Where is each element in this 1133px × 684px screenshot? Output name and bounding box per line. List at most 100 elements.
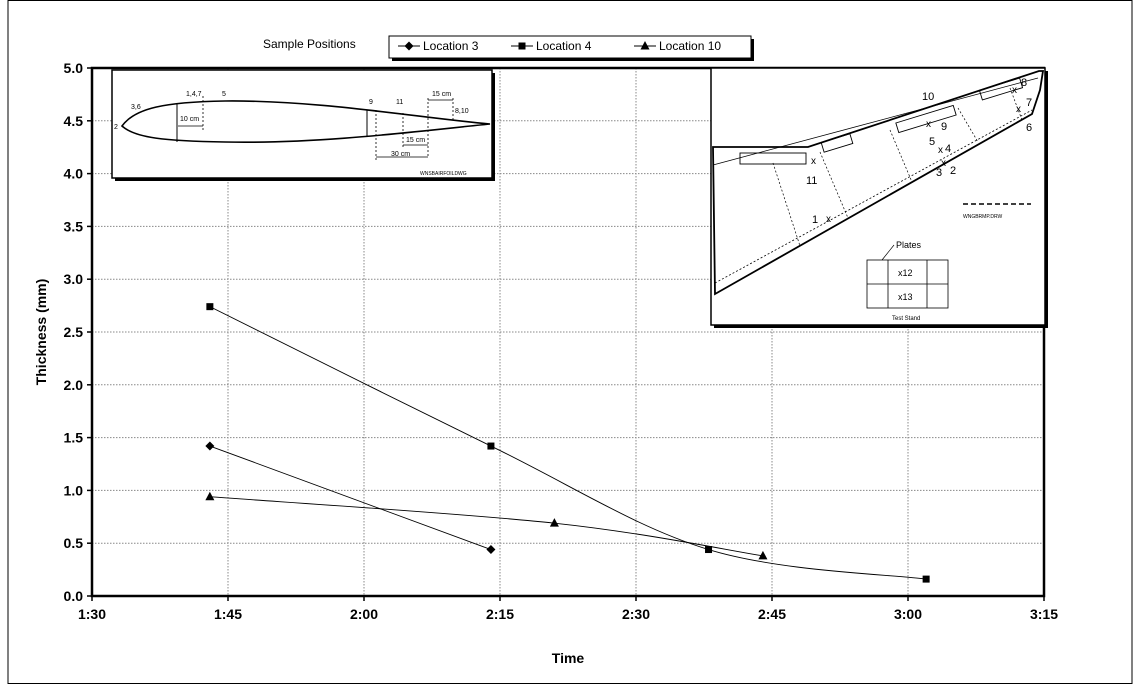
data-point-location-10 (549, 518, 559, 527)
legend-shadow (751, 39, 754, 61)
wing-outline (712, 70, 1045, 296)
legend-marker-location-3 (404, 41, 414, 51)
y-tick-label: 2.0 (64, 377, 84, 393)
wing-point-4: 4 (945, 143, 951, 155)
x-axis-title: Time (552, 650, 585, 666)
airfoil-caption: WNSBAIRFOILDWG (420, 171, 467, 177)
wing-x-9: x (926, 119, 931, 130)
wing-point-11: 11 (806, 175, 817, 187)
data-point-location-4 (487, 442, 495, 450)
legend-items: Location 3 Location 4 Location 10 (398, 39, 721, 53)
data-point-location-10 (758, 550, 768, 560)
airfoil-inset-frame (111, 69, 493, 179)
plate-point-13: x13 (898, 292, 913, 302)
wing-point-3: 3 (936, 167, 942, 179)
airfoil-label-1-4-7: 1,4,7 (186, 91, 202, 98)
wing-point-7: 7 (1026, 97, 1032, 109)
wing-inset: 10 8 7 6 9 5 4 3 2 11 1 x x x x x x x WN… (710, 67, 1048, 328)
x-tick-label: 1:45 (214, 606, 242, 622)
x-tick-label: 2:30 (622, 606, 650, 622)
test-stand-label: Test Stand (892, 316, 920, 322)
legend-marker-location-4 (518, 42, 526, 50)
data-point-location-3 (205, 441, 215, 451)
y-tick-label: 0.5 (64, 535, 84, 551)
y-tick-label: 1.0 (64, 482, 84, 498)
wing-spar-front (712, 77, 1039, 166)
wing-panel-1 (739, 152, 807, 165)
y-axis-title: Thickness (mm) (33, 279, 49, 386)
legend-label-location-3: Location 3 (423, 39, 479, 53)
wing-panel-3 (895, 104, 957, 134)
x-tick-label: 2:45 (758, 606, 786, 622)
wing-spar-rear (714, 109, 1033, 284)
data-point-location-10 (205, 491, 215, 501)
wing-scale-caption: WNGBRMP.DRW (963, 214, 1003, 220)
data-point-location-4 (206, 303, 214, 311)
wing-panel-4 (978, 77, 1024, 101)
wing-rib-4 (957, 107, 979, 143)
legend: Location 3 Location 4 Location 10 (388, 35, 754, 61)
wing-point-5: 5 (929, 136, 935, 148)
airfoil-label-8-10: 8,10 (455, 108, 469, 115)
y-tick-label: 3.0 (64, 271, 84, 287)
airfoil-label-9: 9 (369, 99, 373, 106)
wing-rib-3 (889, 129, 913, 183)
wing-rib-1 (772, 162, 801, 247)
plate-point-12: x12 (898, 268, 913, 278)
wing-x-8: x (1012, 85, 1017, 96)
legend-label-location-4: Location 4 (536, 39, 592, 53)
airfoil-label-11: 11 (396, 99, 403, 106)
series-line-location-3 (209, 445, 492, 550)
wing-x-7: x (1016, 104, 1021, 115)
wing-x-4: x (938, 145, 943, 156)
x-tick-label: 2:15 (486, 606, 514, 622)
x-tick-label: 3:15 (1030, 606, 1058, 622)
legend-marker-location-10 (640, 41, 650, 50)
wing-rib-5 (1009, 87, 1023, 121)
y-tick-label: 4.0 (64, 166, 84, 182)
wing-point-6: 6 (1026, 122, 1032, 134)
wing-point-9: 9 (941, 121, 947, 133)
airfoil-label-2: 2 (114, 124, 118, 131)
airfoil-label-3-6: 3,6 (131, 104, 141, 111)
airfoil-label-15cm-top: 15 cm (432, 91, 451, 98)
wing-x-2: x (941, 158, 946, 169)
series-line-location-10 (209, 496, 764, 557)
wing-point-8: 8 (1021, 77, 1027, 89)
wing-x-1: x (826, 214, 831, 225)
y-tick-label: 1.5 (64, 430, 84, 446)
wing-point-2: 2 (950, 165, 956, 177)
series-layer (205, 303, 930, 583)
y-tick-label: 3.5 (64, 218, 84, 234)
y-tick-label: 2.5 (64, 324, 84, 340)
wing-point-1: 1 (812, 214, 818, 226)
x-tick-label: 3:00 (894, 606, 922, 622)
tick-labels: 1:30 1:45 2:00 2:15 2:30 2:45 3:00 3:15 0.0 0.5 1.… (64, 60, 1059, 622)
series-line-location-4 (209, 306, 927, 580)
y-tick-label: 4.5 (64, 113, 84, 129)
x-tick-label: 2:00 (350, 606, 378, 622)
wing-inset-frame (710, 67, 1046, 326)
y-tick-label: 0.0 (64, 588, 84, 604)
plates-label: Plates (896, 240, 922, 250)
legend-label-location-10: Location 10 (659, 39, 721, 53)
data-point-location-4 (922, 575, 930, 583)
airfoil-outline (120, 100, 491, 144)
data-point-location-3 (486, 545, 496, 555)
y-tick-label: 5.0 (64, 60, 84, 76)
x-tick-label: 1:30 (78, 606, 106, 622)
airfoil-inset: 2 3,6 1,4,7 5 9 11 15 cm 8,10 10 cm 15 c… (111, 69, 495, 181)
legend-shadow-bottom (392, 58, 754, 61)
airfoil-label-5: 5 (222, 91, 226, 98)
wing-x-11: x (811, 156, 816, 167)
legend-title: Sample Positions (263, 37, 356, 51)
data-point-location-4 (705, 546, 713, 554)
wing-point-10: 10 (922, 91, 934, 103)
plates-leader (881, 244, 895, 261)
wing-panel-2 (820, 133, 854, 153)
airfoil-label-15cm-mid: 15 cm (406, 137, 425, 144)
airfoil-label-30cm: 30 cm (391, 151, 410, 158)
airfoil-label-10cm: 10 cm (180, 116, 199, 123)
